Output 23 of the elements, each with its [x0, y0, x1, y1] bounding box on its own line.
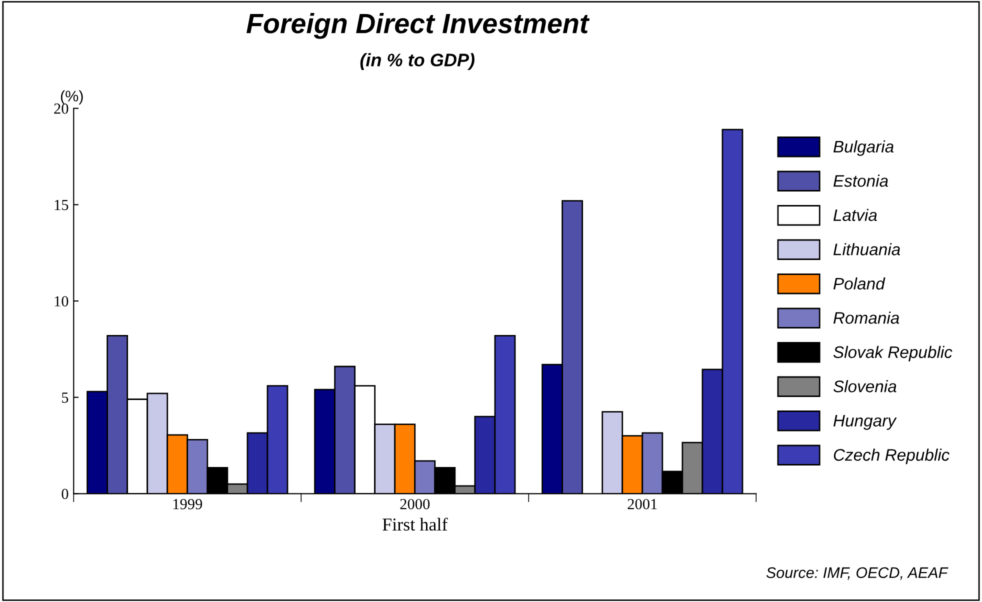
- y-tick-label: 20: [54, 104, 68, 114]
- legend-label: Lithuania: [833, 243, 900, 256]
- legend-label: Romania: [833, 312, 900, 324]
- y-tick-label: 0: [62, 488, 68, 500]
- y-tick-label: 10: [54, 296, 68, 306]
- legend-label: Latvia: [833, 208, 877, 222]
- chart-title: Foreign Direct Investment: [246, 12, 590, 39]
- y-axis-title: (%): [60, 90, 83, 104]
- source-note: Source: IMF, OECD, AEAF: [766, 567, 948, 580]
- legend-label: Estonia: [833, 174, 888, 187]
- x-tick-label: 2001: [628, 498, 657, 510]
- legend-label: Poland: [833, 277, 886, 290]
- x-tick-label: 2000: [400, 498, 430, 510]
- legend-label: Bulgaria: [833, 140, 894, 156]
- x-tick-label: 1999: [173, 498, 202, 510]
- x-axis-title: First half: [382, 518, 448, 531]
- legend-label: Slovak Republic: [833, 346, 952, 362]
- y-tick-label: 15: [54, 200, 68, 210]
- chart-subtitle: (in % to GDP): [360, 53, 474, 70]
- y-tick-label: 5: [62, 392, 68, 403]
- legend-label: Czech Republic: [834, 448, 950, 464]
- legend-label: Slovenia: [833, 380, 896, 392]
- legend-label: Hungary: [833, 414, 897, 430]
